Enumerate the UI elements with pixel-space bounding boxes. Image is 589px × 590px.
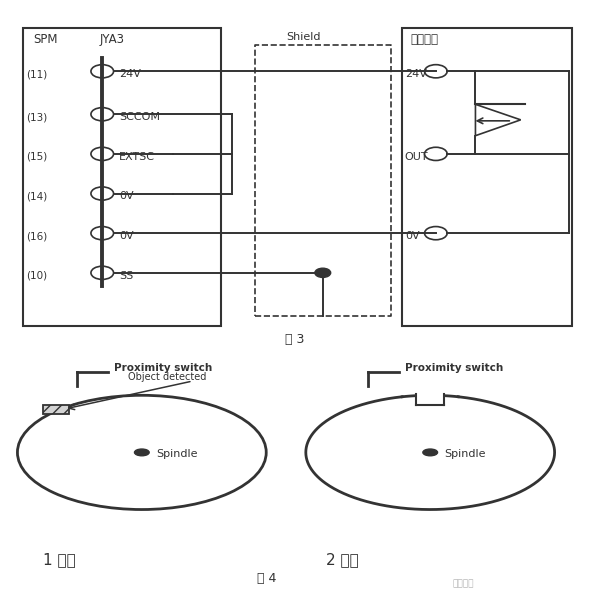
Text: Shield: Shield bbox=[286, 32, 320, 42]
Text: 0V: 0V bbox=[405, 231, 419, 241]
Text: Proximity switch: Proximity switch bbox=[114, 363, 212, 373]
Circle shape bbox=[91, 148, 114, 160]
Text: SS: SS bbox=[119, 271, 134, 281]
Bar bbox=[23, 28, 221, 326]
Bar bbox=[43, 405, 68, 414]
Text: Spindle: Spindle bbox=[444, 449, 486, 459]
Polygon shape bbox=[475, 104, 521, 136]
Circle shape bbox=[18, 395, 266, 510]
Text: OUT: OUT bbox=[405, 152, 428, 162]
Text: (11): (11) bbox=[26, 69, 47, 79]
Circle shape bbox=[315, 268, 330, 277]
Text: EXTSC: EXTSC bbox=[119, 152, 155, 162]
Circle shape bbox=[425, 148, 447, 160]
Text: 24V: 24V bbox=[405, 69, 426, 79]
Text: 图 3: 图 3 bbox=[285, 333, 304, 346]
Text: 数控笔记: 数控笔记 bbox=[453, 579, 474, 588]
Text: (10): (10) bbox=[26, 271, 47, 281]
Text: Proximity switch: Proximity switch bbox=[405, 363, 503, 373]
Bar bbox=[402, 28, 571, 326]
Circle shape bbox=[425, 227, 447, 240]
Text: 2 凹槽: 2 凹槽 bbox=[326, 552, 358, 567]
Text: SCCOM: SCCOM bbox=[119, 112, 160, 122]
Text: (13): (13) bbox=[26, 112, 47, 122]
Circle shape bbox=[91, 187, 114, 200]
Text: 0V: 0V bbox=[119, 231, 134, 241]
Text: (15): (15) bbox=[26, 152, 47, 162]
Text: 0V: 0V bbox=[119, 192, 134, 201]
Text: JYA3: JYA3 bbox=[100, 33, 124, 46]
Text: 1 突起: 1 突起 bbox=[43, 552, 75, 567]
Text: Object detected: Object detected bbox=[128, 372, 206, 382]
Text: (14): (14) bbox=[26, 192, 47, 201]
Circle shape bbox=[91, 107, 114, 121]
Circle shape bbox=[91, 227, 114, 240]
Text: 24V: 24V bbox=[119, 69, 141, 79]
Circle shape bbox=[425, 65, 447, 78]
Text: 图 4: 图 4 bbox=[257, 572, 276, 585]
Circle shape bbox=[91, 65, 114, 78]
Text: SPM: SPM bbox=[33, 33, 58, 46]
Text: (16): (16) bbox=[26, 231, 47, 241]
Circle shape bbox=[134, 449, 149, 456]
Circle shape bbox=[423, 449, 438, 456]
Circle shape bbox=[91, 266, 114, 280]
Text: Spindle: Spindle bbox=[156, 449, 197, 459]
Text: 接近开关: 接近开关 bbox=[411, 33, 438, 46]
